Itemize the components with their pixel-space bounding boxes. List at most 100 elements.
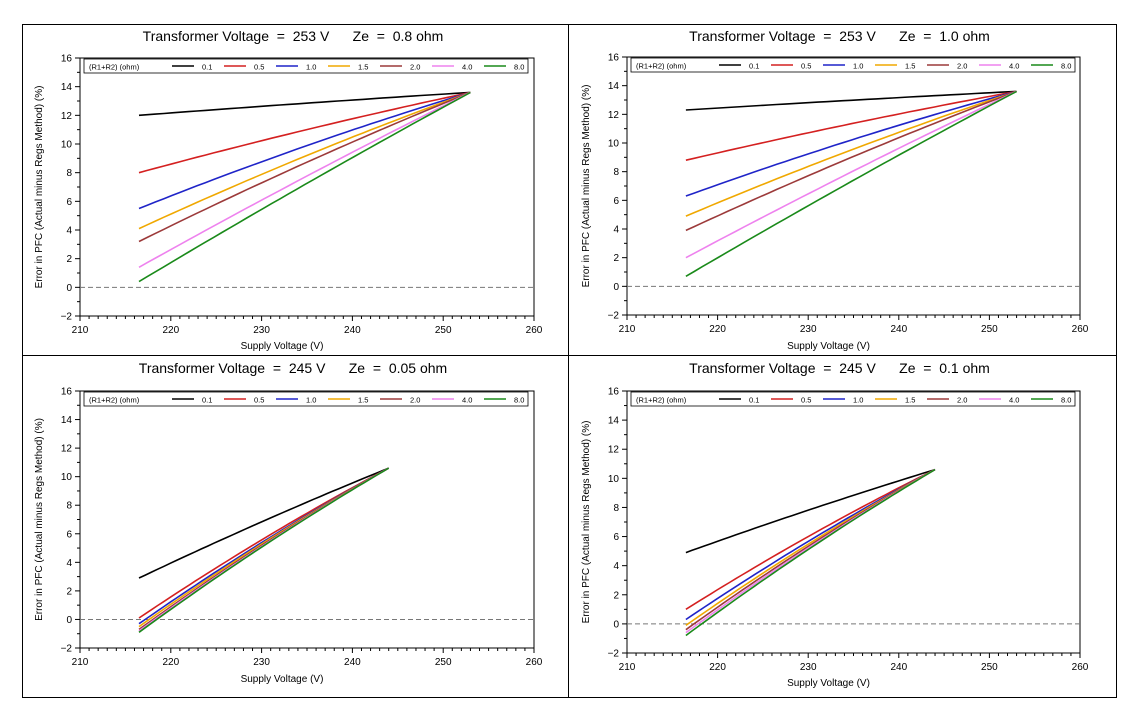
legend: (R1+R2) (ohm) 0.1 0.5 1.0 1.5 2.0 4.0 8.0 (83, 391, 529, 407)
x-tick-label: 210 (72, 325, 89, 336)
legend-label-8.0: 8.0 (514, 63, 524, 72)
legend-label-1.0: 1.0 (853, 396, 863, 405)
chart-title: Transformer Voltage = 253 V Ze = 0.8 ohm (143, 28, 444, 44)
legend-label-1.0: 1.0 (306, 396, 316, 405)
y-tick-label: 14 (608, 81, 620, 92)
y-axis-label: Error in PFC (Actual minus Regs Method) … (34, 418, 45, 621)
legend-label-1.5: 1.5 (358, 396, 368, 405)
y-tick-label: 8 (613, 167, 619, 178)
legend-label-0.5: 0.5 (801, 396, 811, 405)
y-tick-label: −2 (608, 649, 620, 660)
series-line-8.0 (138, 91, 471, 283)
series-line-1.0 (138, 91, 471, 210)
y-tick-label: 0 (613, 619, 619, 630)
y-axis-label: Error in PFC (Actual minus Regs Method) … (581, 85, 592, 288)
y-tick-label: 16 (61, 54, 73, 65)
legend-title: (R1+R2) (ohm) (89, 63, 140, 72)
y-tick-label: −2 (61, 312, 73, 323)
series-line-0.1 (138, 467, 389, 579)
x-axis-label: Supply Voltage (V) (241, 674, 324, 685)
chart-svg: Transformer Voltage = 253 V Ze = 0.8 ohm… (34, 28, 543, 352)
chart-panel-245v-0.05ohm: Transformer Voltage = 245 V Ze = 0.05 oh… (22, 356, 568, 687)
y-tick-label: 8 (613, 503, 619, 514)
y-axis-label: Error in PFC (Actual minus Regs Method) … (34, 86, 45, 289)
series-line-0.1 (685, 90, 1017, 111)
y-tick-label: −2 (61, 644, 73, 655)
series-line-8.0 (138, 467, 390, 633)
legend-label-0.1: 0.1 (202, 396, 212, 405)
y-tick-label: 4 (66, 558, 72, 569)
y-tick-label: 8 (66, 501, 72, 512)
series-line-0.1 (138, 91, 471, 117)
series-line-8.0 (685, 90, 1017, 277)
series-line-4.0 (138, 467, 390, 632)
y-tick-label: 6 (613, 196, 619, 207)
legend-label-0.1: 0.1 (749, 62, 759, 71)
legend-box (630, 391, 1076, 407)
y-tick-label: 2 (613, 253, 619, 264)
y-tick-label: −2 (608, 311, 620, 322)
legend-label-4.0: 4.0 (1009, 396, 1019, 405)
y-tick-label: 14 (61, 415, 73, 426)
legend-title: (R1+R2) (ohm) (89, 396, 140, 405)
legend: (R1+R2) (ohm) 0.1 0.5 1.0 1.5 2.0 4.0 8.0 (630, 391, 1076, 407)
y-tick-label: 12 (608, 445, 620, 456)
legend-label-0.1: 0.1 (202, 63, 212, 72)
chart-svg: Transformer Voltage = 245 V Ze = 0.05 oh… (34, 360, 543, 685)
x-tick-label: 250 (435, 657, 452, 668)
x-tick-label: 220 (709, 324, 726, 335)
x-axis-label: Supply Voltage (V) (241, 341, 324, 352)
x-tick-label: 250 (435, 325, 452, 336)
y-tick-label: 4 (66, 226, 72, 237)
legend: (R1+R2) (ohm) 0.1 0.5 1.0 1.5 2.0 4.0 8.0 (83, 58, 529, 74)
y-tick-label: 2 (613, 590, 619, 601)
outer-frame (22, 24, 1117, 698)
chart-svg: Transformer Voltage = 253 V Ze = 1.0 ohm… (581, 28, 1089, 352)
legend-label-1.5: 1.5 (905, 62, 915, 71)
x-tick-label: 210 (619, 662, 636, 673)
y-tick-label: 16 (608, 387, 620, 398)
legend-label-0.5: 0.5 (254, 63, 264, 72)
x-tick-label: 240 (344, 325, 361, 336)
series-line-8.0 (685, 468, 936, 637)
x-tick-label: 210 (619, 324, 636, 335)
chart-title: Transformer Voltage = 245 V Ze = 0.1 ohm (689, 360, 990, 376)
y-tick-label: 6 (66, 529, 72, 540)
x-tick-label: 240 (344, 657, 361, 668)
y-tick-label: 12 (608, 110, 620, 121)
legend-title: (R1+R2) (ohm) (636, 62, 687, 71)
legend-label-1.0: 1.0 (306, 63, 316, 72)
legend-label-1.5: 1.5 (358, 63, 368, 72)
legend-box (83, 391, 529, 407)
legend-label-1.0: 1.0 (853, 62, 863, 71)
series-line-1.0 (685, 90, 1017, 197)
y-tick-label: 12 (61, 111, 73, 122)
chart-grid: Transformer Voltage = 253 V Ze = 0.8 ohm… (22, 24, 1117, 698)
legend-label-8.0: 8.0 (1061, 396, 1071, 405)
x-tick-label: 210 (72, 657, 89, 668)
y-tick-label: 16 (61, 387, 73, 398)
legend-label-0.1: 0.1 (749, 396, 759, 405)
series-line-1.0 (685, 468, 936, 621)
chart-panel-253v-1.0ohm: Transformer Voltage = 253 V Ze = 1.0 ohm… (569, 24, 1115, 355)
chart-title: Transformer Voltage = 253 V Ze = 1.0 ohm (689, 28, 990, 44)
series-line-1.5 (138, 91, 471, 230)
chart-panel-245v-0.1ohm: Transformer Voltage = 245 V Ze = 0.1 ohm… (569, 356, 1115, 689)
legend-label-8.0: 8.0 (514, 396, 524, 405)
y-tick-label: 12 (61, 444, 73, 455)
legend: (R1+R2) (ohm) 0.1 0.5 1.0 1.5 2.0 4.0 8.0 (630, 57, 1076, 73)
legend-box (630, 57, 1076, 73)
y-tick-label: 2 (66, 254, 72, 265)
legend-label-1.5: 1.5 (905, 396, 915, 405)
legend-box (83, 58, 529, 74)
y-tick-label: 0 (613, 282, 619, 293)
x-tick-label: 260 (1072, 662, 1089, 673)
series-line-1.5 (685, 90, 1017, 217)
y-tick-label: 10 (608, 139, 620, 150)
plot-area (626, 56, 1081, 316)
x-tick-label: 230 (253, 657, 270, 668)
x-tick-label: 220 (162, 325, 179, 336)
legend-label-8.0: 8.0 (1061, 62, 1071, 71)
legend-label-2.0: 2.0 (410, 63, 420, 72)
y-tick-label: 10 (61, 140, 73, 151)
